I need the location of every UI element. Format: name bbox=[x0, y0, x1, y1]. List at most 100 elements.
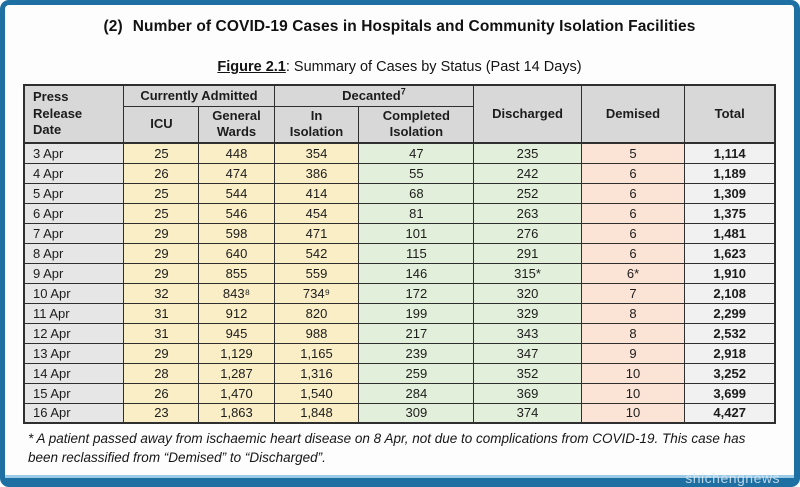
cell-total: 2,532 bbox=[684, 322, 776, 344]
cell-discharged: 252 bbox=[473, 182, 582, 204]
cell-demised: 6* bbox=[580, 262, 686, 284]
cell-discharged: 320 bbox=[473, 282, 582, 304]
cell-total: 4,427 bbox=[684, 402, 776, 424]
cell-general-wards: 1,470 bbox=[198, 382, 275, 404]
cases-summary-table: Press Release Date Currently Admitted De… bbox=[23, 84, 776, 424]
table-row: 7 Apr 29 598 471 101 276 6 1,481 bbox=[23, 222, 776, 244]
cell-icu: 29 bbox=[123, 342, 200, 364]
cell-icu: 29 bbox=[123, 222, 200, 244]
cell-press-release-date: 16 Apr bbox=[23, 402, 125, 424]
table-row: 11 Apr 31 912 820 199 329 8 2,299 bbox=[23, 302, 776, 324]
cell-total: 1,623 bbox=[684, 242, 776, 264]
cell-completed-isolation: 47 bbox=[358, 142, 475, 164]
cell-total: 1,910 bbox=[684, 262, 776, 284]
decanted-footnote-ref: 7 bbox=[400, 86, 406, 97]
cell-demised: 5 bbox=[580, 142, 686, 164]
cell-demised: 6 bbox=[580, 182, 686, 204]
cell-in-isolation: 471 bbox=[273, 222, 360, 244]
table-row: 4 Apr 26 474 386 55 242 6 1,189 bbox=[23, 162, 776, 184]
cell-general-wards: 1,863 bbox=[198, 402, 275, 424]
cell-press-release-date: 12 Apr bbox=[23, 322, 125, 344]
table-row: 8 Apr 29 640 542 115 291 6 1,623 bbox=[23, 242, 776, 264]
watermark: shichengnews bbox=[685, 470, 780, 486]
cell-general-wards: 474 bbox=[198, 162, 275, 184]
cell-demised: 6 bbox=[580, 202, 686, 224]
cell-press-release-date: 15 Apr bbox=[23, 382, 125, 404]
cell-total: 2,299 bbox=[684, 302, 776, 324]
cell-icu: 32 bbox=[123, 282, 200, 304]
cell-completed-isolation: 81 bbox=[358, 202, 475, 224]
cell-press-release-date: 5 Apr bbox=[23, 182, 125, 204]
cell-icu: 26 bbox=[123, 382, 200, 404]
cell-press-release-date: 6 Apr bbox=[23, 202, 125, 224]
cell-icu: 31 bbox=[123, 322, 200, 344]
col-header-press-release-date: Press Release Date bbox=[23, 84, 125, 144]
cell-general-wards: 945 bbox=[198, 322, 275, 344]
cell-completed-isolation: 146 bbox=[358, 262, 475, 284]
cell-total: 3,252 bbox=[684, 362, 776, 384]
cell-press-release-date: 10 Apr bbox=[23, 282, 125, 304]
cell-discharged: 291 bbox=[473, 242, 582, 264]
cell-in-isolation: 820 bbox=[273, 302, 360, 324]
table-row: 15 Apr 26 1,470 1,540 284 369 10 3,699 bbox=[23, 382, 776, 404]
cell-in-isolation: 454 bbox=[273, 202, 360, 224]
col-header-demised: Demised bbox=[580, 84, 686, 144]
cell-icu: 29 bbox=[123, 242, 200, 264]
document-content: (2) Number of COVID-19 Cases in Hospitals… bbox=[5, 18, 794, 468]
cell-general-wards: 855 bbox=[198, 262, 275, 284]
cell-completed-isolation: 172 bbox=[358, 282, 475, 304]
cell-total: 2,918 bbox=[684, 342, 776, 364]
cell-in-isolation: 559 bbox=[273, 262, 360, 284]
title-number: (2) bbox=[103, 18, 123, 35]
cell-discharged: 374 bbox=[473, 402, 582, 424]
cell-demised: 10 bbox=[580, 362, 686, 384]
cell-demised: 6 bbox=[580, 242, 686, 264]
figure-label: Figure 2.1 bbox=[217, 59, 286, 75]
cell-in-isolation: 1,540 bbox=[273, 382, 360, 404]
table-row: 10 Apr 32 843⁸ 734⁹ 172 320 7 2,108 bbox=[23, 282, 776, 304]
cell-in-isolation: 1,316 bbox=[273, 362, 360, 384]
col-header-decanted: Decanted7 bbox=[273, 84, 475, 107]
cell-discharged: 235 bbox=[473, 142, 582, 164]
decanted-label: Decanted bbox=[342, 87, 401, 103]
table-row: 5 Apr 25 544 414 68 252 6 1,309 bbox=[23, 182, 776, 204]
cell-demised: 10 bbox=[580, 382, 686, 404]
cell-general-wards: 1,129 bbox=[198, 342, 275, 364]
cell-general-wards: 598 bbox=[198, 222, 275, 244]
cell-press-release-date: 13 Apr bbox=[23, 342, 125, 364]
table-row: 16 Apr 23 1,863 1,848 309 374 10 4,427 bbox=[23, 402, 776, 424]
cell-in-isolation: 1,848 bbox=[273, 402, 360, 424]
cell-total: 1,481 bbox=[684, 222, 776, 244]
table-row: 12 Apr 31 945 988 217 343 8 2,532 bbox=[23, 322, 776, 344]
cell-completed-isolation: 239 bbox=[358, 342, 475, 364]
cell-completed-isolation: 284 bbox=[358, 382, 475, 404]
cell-icu: 25 bbox=[123, 142, 200, 164]
page-title: (2) Number of COVID-19 Cases in Hospitals… bbox=[23, 18, 776, 36]
cell-icu: 23 bbox=[123, 402, 200, 424]
cell-total: 1,375 bbox=[684, 202, 776, 224]
cell-icu: 31 bbox=[123, 302, 200, 324]
table-row: 14 Apr 28 1,287 1,316 259 352 10 3,252 bbox=[23, 362, 776, 384]
cell-discharged: 315* bbox=[473, 262, 582, 284]
cell-demised: 7 bbox=[580, 282, 686, 304]
col-header-discharged: Discharged bbox=[473, 84, 582, 144]
cell-completed-isolation: 217 bbox=[358, 322, 475, 344]
cell-completed-isolation: 68 bbox=[358, 182, 475, 204]
cell-in-isolation: 1,165 bbox=[273, 342, 360, 364]
cell-completed-isolation: 199 bbox=[358, 302, 475, 324]
cell-demised: 9 bbox=[580, 342, 686, 364]
cell-discharged: 352 bbox=[473, 362, 582, 384]
cell-general-wards: 546 bbox=[198, 202, 275, 224]
table-row: 6 Apr 25 546 454 81 263 6 1,375 bbox=[23, 202, 776, 224]
cell-completed-isolation: 309 bbox=[358, 402, 475, 424]
cell-press-release-date: 14 Apr bbox=[23, 362, 125, 384]
table-row: 9 Apr 29 855 559 146 315* 6* 1,910 bbox=[23, 262, 776, 284]
cell-total: 2,108 bbox=[684, 282, 776, 304]
cell-press-release-date: 3 Apr bbox=[23, 142, 125, 164]
title-text: Number of COVID-19 Cases in Hospitals an… bbox=[132, 18, 696, 35]
cell-total: 1,189 bbox=[684, 162, 776, 184]
cell-press-release-date: 7 Apr bbox=[23, 222, 125, 244]
cell-total: 3,699 bbox=[684, 382, 776, 404]
cell-general-wards: 448 bbox=[198, 142, 275, 164]
